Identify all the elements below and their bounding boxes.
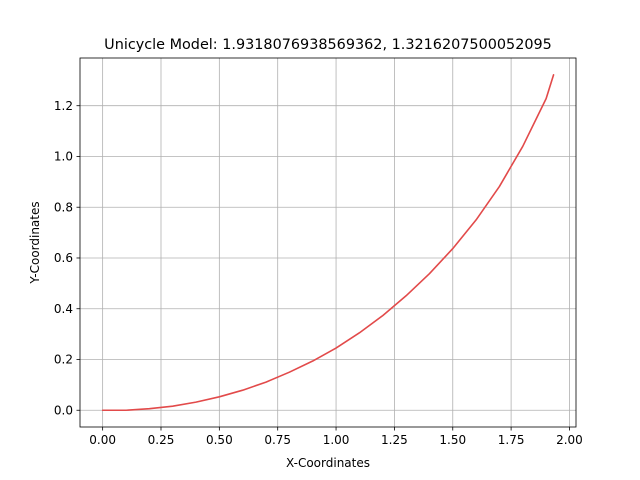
x-tick-label: 1.50 bbox=[439, 433, 466, 447]
plot-frame bbox=[79, 57, 577, 428]
x-tick-label: 0.75 bbox=[264, 433, 291, 447]
y-tick-label: 0.8 bbox=[54, 200, 73, 214]
y-tick-label: 0.6 bbox=[54, 251, 73, 265]
trajectory-line bbox=[101, 74, 555, 412]
y-tick-label: 0.2 bbox=[54, 353, 73, 367]
y-tick-label: 1.0 bbox=[54, 150, 73, 164]
x-tick-label: 0.00 bbox=[89, 433, 116, 447]
x-tick-label: 0.50 bbox=[206, 433, 233, 447]
plot-area bbox=[101, 74, 555, 412]
y-axis-label: Y-Coordinates bbox=[28, 201, 42, 284]
axis-ticks: 0.00 0.25 0.50 0.75 1.00 1.25 1.50 1.75 2.00 0.0 0… bbox=[54, 99, 583, 447]
x-tick-label: 1.25 bbox=[381, 433, 408, 447]
x-tick-label: 1.00 bbox=[323, 433, 350, 447]
y-tick-label: 0.4 bbox=[54, 302, 73, 316]
grid-lines bbox=[80, 58, 576, 427]
x-axis-label: X-Coordinates bbox=[286, 456, 370, 470]
x-tick-label: 2.00 bbox=[556, 433, 583, 447]
y-tick-label: 0.0 bbox=[54, 403, 73, 417]
chart-title: Unicycle Model: 1.9318076938569362, 1.32… bbox=[104, 37, 552, 53]
x-tick-label: 0.25 bbox=[148, 433, 175, 447]
y-tick-label: 1.2 bbox=[54, 99, 73, 113]
x-tick-label: 1.75 bbox=[498, 433, 525, 447]
